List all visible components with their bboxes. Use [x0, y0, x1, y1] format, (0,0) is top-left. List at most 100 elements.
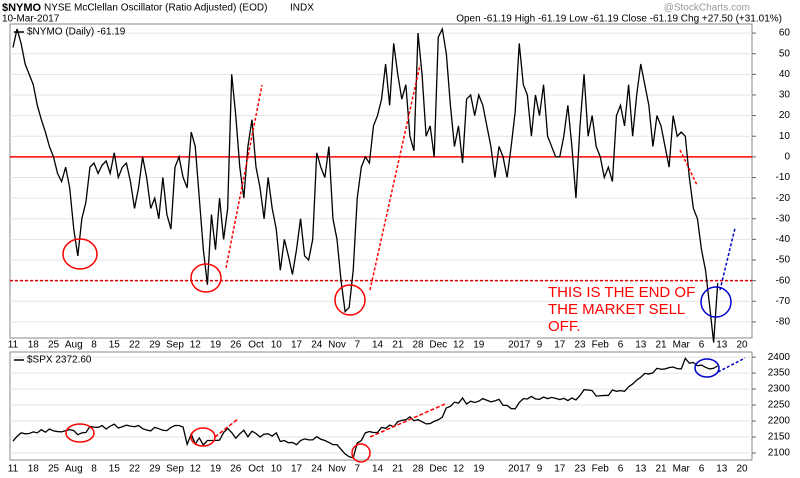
y-tick-label: 2100 [768, 448, 791, 459]
x-tick-label: 12 [190, 340, 202, 351]
x-tick-label: Dec [429, 340, 447, 351]
x-tick-label: Dec [429, 464, 447, 475]
x-tick-label: Nov [328, 464, 346, 475]
y-tick-label: 50 [779, 48, 791, 59]
x-tick-label: 10 [271, 340, 283, 351]
x-tick-label: 9 [537, 340, 543, 351]
x-tick-label: 15 [109, 340, 121, 351]
y-tick-label: 2350 [768, 368, 791, 379]
x-tick-label: Mar [673, 464, 691, 475]
x-tick-label: 25 [48, 340, 60, 351]
x-tick-label: 24 [311, 340, 323, 351]
x-tick-label: 6 [699, 340, 705, 351]
x-tick-label: 21 [392, 464, 404, 475]
x-tick-label: 13 [716, 340, 728, 351]
x-tick-label: 21 [655, 340, 667, 351]
x-tick-label: 26 [230, 464, 242, 475]
x-tick-label: 20 [736, 340, 748, 351]
legend-label: $NYMO (Daily) -61.19 [27, 27, 126, 38]
x-tick-label: 12 [190, 464, 202, 475]
annotations [62, 64, 746, 463]
trend-line [719, 227, 736, 291]
x-tick-label: Aug [65, 464, 83, 475]
circle [62, 238, 98, 270]
x-tick-label: Feb [592, 464, 610, 475]
x-tick-label: 19 [210, 464, 222, 475]
y-tick-label: 60 [779, 28, 791, 39]
x-tick-label: 13 [635, 340, 647, 351]
x-tick-label: Mar [673, 340, 691, 351]
y-tick-label: -50 [776, 255, 791, 266]
trend-line [225, 84, 263, 269]
x-tick-label: 8 [91, 464, 97, 475]
circle [65, 423, 95, 443]
series-line [12, 357, 719, 459]
x-tick-label: 20 [736, 464, 748, 475]
x-tick-label: 6 [699, 464, 705, 475]
x-tick-label: 11 [8, 340, 19, 351]
x-tick-label: Oct [248, 464, 264, 475]
y-tick-label: 2150 [768, 432, 791, 443]
x-tick-label: Aug [65, 340, 83, 351]
trend-line [369, 403, 446, 438]
date: 10-Mar-2017 [2, 14, 60, 25]
watermark: @StockCharts.com [664, 3, 750, 14]
symbol: $NYMO [2, 2, 42, 14]
x-tick-label: 28 [412, 464, 424, 475]
circle [700, 286, 732, 318]
x-tick-label: Oct [248, 340, 264, 351]
x-tick-label: 17 [291, 464, 303, 475]
x-tick-label: 17 [554, 340, 566, 351]
x-tick-label: 23 [574, 464, 586, 475]
x-tick-label: 12 [453, 464, 465, 475]
y-tick-label: 2250 [768, 400, 791, 411]
trend-line [717, 357, 746, 373]
x-tick-label: 28 [412, 340, 424, 351]
x-tick-label: 17 [291, 340, 303, 351]
exchange: INDX [290, 3, 314, 14]
x-tick-label: 19 [210, 340, 222, 351]
x-tick-label: 15 [109, 464, 121, 475]
trend-line [214, 418, 239, 438]
y-tick-label: -40 [776, 234, 791, 245]
x-tick-label: 12 [453, 340, 465, 351]
circle [334, 284, 366, 316]
x-tick-label: 29 [149, 340, 161, 351]
plot-area [9, 23, 753, 339]
x-tick-label: 6 [618, 340, 624, 351]
x-tick-label: 7 [354, 464, 360, 475]
x-tick-label: 18 [28, 464, 40, 475]
x-tick-label: Sep [166, 340, 184, 351]
y-tick-label: -60 [776, 275, 791, 286]
x-tick-label: 21 [655, 464, 667, 475]
x-tick-label: 13 [635, 464, 647, 475]
annotation: THIS IS THE END OF [548, 284, 695, 301]
x-tick-label: 10 [271, 464, 283, 475]
y-tick-label: 10 [779, 131, 791, 142]
y-tick-label: -80 [776, 317, 791, 328]
x-tick-label: 14 [372, 464, 384, 475]
circle [694, 358, 720, 378]
legend-label: $SPX 2372.60 [27, 355, 92, 366]
x-tick-label: 7 [354, 340, 360, 351]
title: NYSE McClellan Oscillator (Ratio Adjuste… [44, 3, 267, 14]
y-tick-label: 0 [784, 152, 790, 163]
y-tick-label: -20 [776, 193, 791, 204]
circle [190, 263, 222, 293]
x-tick-label: Feb [592, 340, 610, 351]
quote: Open -61.19 High -61.19 Low -61.19 Close… [456, 14, 782, 25]
y-tick-label: 40 [779, 69, 791, 80]
x-tick-label: Sep [166, 464, 184, 475]
series-line [12, 26, 719, 343]
plot-area [9, 351, 753, 461]
x-tick-label: 21 [392, 340, 404, 351]
annotation: THE MARKET SELL [548, 301, 685, 318]
x-tick-label: 2017 [508, 340, 531, 351]
x-tick-label: 14 [372, 340, 384, 351]
x-tick-label: 19 [473, 340, 485, 351]
circle [351, 443, 371, 463]
x-tick-label: 22 [129, 340, 141, 351]
annotation: OFF. [548, 318, 581, 335]
x-tick-label: 22 [129, 464, 141, 475]
x-tick-label: 25 [48, 464, 60, 475]
